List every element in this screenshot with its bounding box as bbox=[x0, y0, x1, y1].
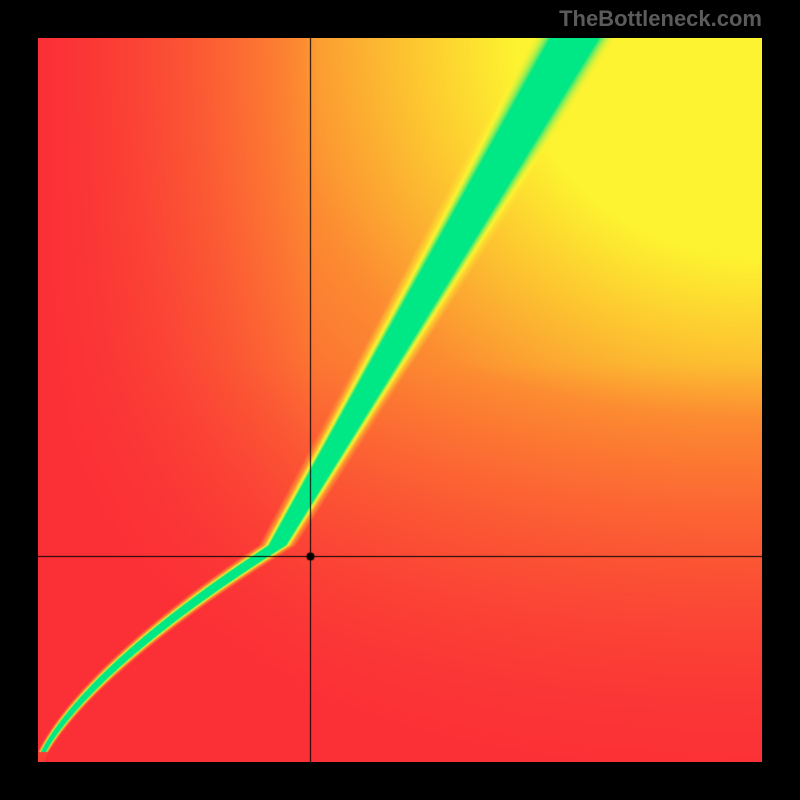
plot-area bbox=[38, 38, 762, 762]
chart-frame: TheBottleneck.com bbox=[0, 0, 800, 800]
heatmap-canvas bbox=[38, 38, 762, 762]
watermark-text: TheBottleneck.com bbox=[559, 6, 762, 32]
